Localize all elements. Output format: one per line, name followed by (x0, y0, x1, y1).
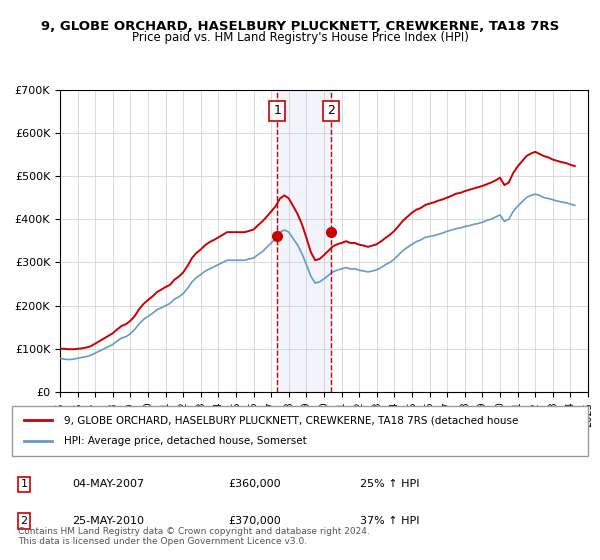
Text: 25% ↑ HPI: 25% ↑ HPI (360, 479, 419, 489)
Text: Contains HM Land Registry data © Crown copyright and database right 2024.
This d: Contains HM Land Registry data © Crown c… (18, 526, 370, 546)
Text: £370,000: £370,000 (228, 516, 281, 526)
Text: 25-MAY-2010: 25-MAY-2010 (72, 516, 144, 526)
Text: 2: 2 (20, 516, 28, 526)
Text: 2: 2 (327, 104, 335, 117)
Text: HPI: Average price, detached house, Somerset: HPI: Average price, detached house, Some… (64, 436, 307, 446)
Text: 9, GLOBE ORCHARD, HASELBURY PLUCKNETT, CREWKERNE, TA18 7RS: 9, GLOBE ORCHARD, HASELBURY PLUCKNETT, C… (41, 20, 559, 32)
Text: 04-MAY-2007: 04-MAY-2007 (72, 479, 144, 489)
Bar (277, 90, 331, 392)
Text: 9, GLOBE ORCHARD, HASELBURY PLUCKNETT, CREWKERNE, TA18 7RS (detached house: 9, GLOBE ORCHARD, HASELBURY PLUCKNETT, C… (64, 415, 518, 425)
Text: 1: 1 (273, 104, 281, 117)
FancyBboxPatch shape (12, 406, 588, 456)
Text: 1: 1 (20, 479, 28, 489)
Text: £360,000: £360,000 (228, 479, 281, 489)
Text: Price paid vs. HM Land Registry's House Price Index (HPI): Price paid vs. HM Land Registry's House … (131, 31, 469, 44)
Text: 37% ↑ HPI: 37% ↑ HPI (360, 516, 419, 526)
